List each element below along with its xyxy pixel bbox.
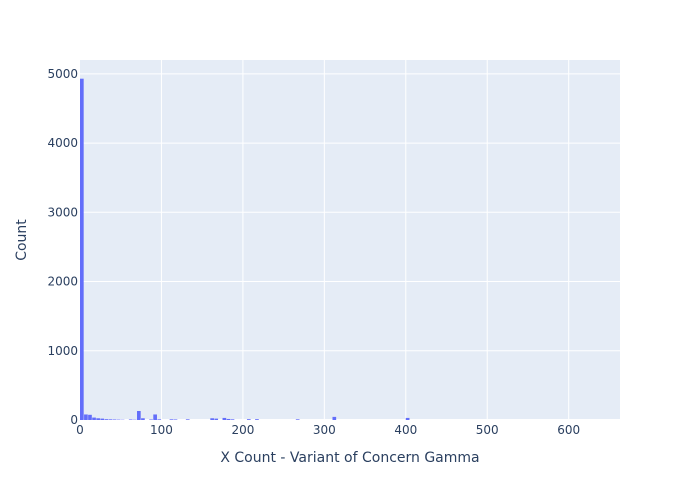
histogram-bar	[141, 418, 145, 420]
histogram-bar	[157, 419, 161, 420]
y-tick-label: 5000	[47, 67, 78, 81]
histogram-bar	[332, 417, 336, 420]
histogram-bar	[170, 419, 174, 420]
histogram-bar	[406, 418, 410, 420]
histogram-bar	[137, 411, 141, 420]
histogram-bar	[113, 419, 117, 420]
histogram-bar	[210, 418, 214, 420]
x-axis-title: X Count - Variant of Concern Gamma	[220, 450, 479, 466]
histogram-bar	[149, 419, 153, 420]
histogram-bar	[88, 415, 92, 420]
x-tick-label: 500	[476, 423, 499, 437]
y-tick-label: 0	[70, 413, 78, 427]
x-tick-label: 200	[231, 423, 254, 437]
histogram-bar	[104, 419, 108, 420]
y-tick-label: 2000	[47, 275, 78, 289]
y-axis-title: Count	[14, 219, 30, 261]
x-tick-label: 400	[394, 423, 417, 437]
y-tick-label: 3000	[47, 205, 78, 219]
y-tick-label: 1000	[47, 344, 78, 358]
y-tick-label: 4000	[47, 136, 78, 150]
histogram-bar	[92, 418, 96, 420]
histogram-bar	[109, 419, 113, 420]
histogram-bar	[231, 419, 235, 420]
histogram-bar	[214, 419, 218, 420]
histogram-bar	[129, 419, 133, 420]
histogram-bar	[223, 418, 227, 420]
x-tick-label: 600	[557, 423, 580, 437]
histogram-bar	[227, 419, 231, 420]
y-axis-ticks: 0 1000 2000 3000 4000 5000	[47, 67, 78, 427]
histogram-bar	[80, 79, 84, 420]
histogram-bar	[174, 419, 178, 420]
histogram-bar	[296, 419, 300, 420]
histogram-bar	[186, 419, 190, 420]
histogram-bar	[255, 419, 259, 420]
histogram-bar	[153, 414, 157, 420]
histogram-bar	[96, 418, 100, 420]
histogram-bar	[84, 414, 88, 420]
x-tick-label: 300	[313, 423, 336, 437]
x-tick-label: 100	[150, 423, 173, 437]
histogram-bar	[100, 419, 104, 420]
histogram-bar	[247, 419, 251, 420]
